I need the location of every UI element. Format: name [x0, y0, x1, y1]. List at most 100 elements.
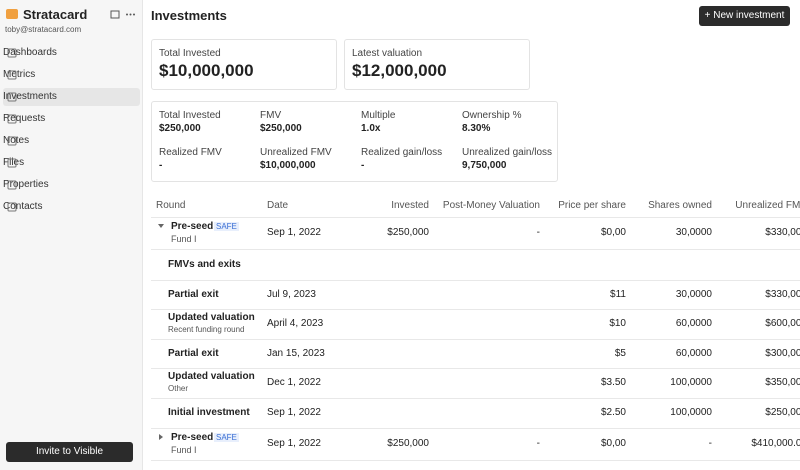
row-shares: 100,0000	[670, 407, 712, 418]
brand-tools[interactable]	[110, 10, 136, 19]
nav-icon	[7, 202, 17, 212]
nav-item[interactable]: Properties	[3, 176, 140, 194]
nav-label: Investments	[3, 91, 57, 102]
row-fmv: $250,000	[765, 407, 800, 418]
row-invested: $250,000	[387, 438, 429, 449]
summary-label: Total Invested	[159, 48, 221, 59]
row-divider	[151, 249, 800, 250]
summary-card	[344, 39, 530, 90]
column-header: Date	[267, 200, 289, 211]
row-fmv: $600,000	[765, 318, 800, 329]
nav-label: Requests	[3, 113, 46, 124]
row-price: $3.50	[600, 377, 626, 388]
summary-label: Latest valuation	[352, 48, 423, 59]
nav-label: Dashboards	[3, 47, 57, 58]
row-shares: 60,0000	[675, 347, 712, 359]
page-title: Investments	[151, 8, 227, 23]
nav-label: Metrics	[3, 69, 36, 80]
row-divider	[151, 339, 800, 340]
detail-label: Total Invested	[159, 110, 221, 121]
detail-value: $250,000	[260, 123, 302, 134]
row-name: Initial investment	[168, 407, 250, 418]
column-header: Unrealized FMV	[735, 200, 800, 211]
detail-value: 1.0x	[361, 123, 381, 134]
row-date: Sep 1, 2022	[267, 227, 321, 238]
row-divider	[151, 280, 800, 281]
column-header: Round	[156, 200, 186, 211]
row-date: Jul 9, 2023	[267, 288, 316, 300]
row-sub: Other	[168, 384, 189, 393]
email: toby@stratacard.com	[5, 25, 82, 34]
summary-card	[151, 39, 337, 90]
brand: Stratacard	[23, 7, 88, 22]
nav-item[interactable]: Contacts	[3, 198, 140, 216]
section-title: FMVs and exits	[168, 258, 241, 270]
column-header: Post-Money Valuation	[442, 200, 540, 211]
nav-item[interactable]: Notes	[3, 132, 140, 150]
summary-value: $12,000,000	[352, 61, 447, 80]
row-divider	[151, 368, 800, 369]
row-price: $2.50	[600, 407, 626, 418]
row-shares: 30,0000	[675, 288, 712, 300]
row-sub: Fund I	[171, 445, 197, 455]
detail-value: $250,000	[159, 123, 201, 134]
nav-icon	[7, 92, 17, 102]
expand-toggle[interactable]	[157, 433, 165, 443]
detail-label: Unrealized gain/loss	[462, 147, 553, 158]
detail-label: Realized FMV	[159, 147, 222, 158]
row-name: Partial exit	[168, 288, 219, 300]
detail-label: FMV	[260, 110, 282, 121]
detail-value: 8.30%	[462, 123, 491, 134]
nav-icon	[7, 70, 17, 80]
expand-toggle[interactable]	[157, 222, 165, 232]
row-shares: 30,0000	[675, 227, 712, 238]
nav-item[interactable]: Dashboards	[3, 44, 140, 62]
nav-label: Properties	[3, 179, 49, 190]
row-fmv: $410,000.00	[751, 438, 800, 449]
nav-item[interactable]: Investments	[3, 88, 140, 106]
row-divider	[151, 398, 800, 399]
detail-value: 9,750,000	[462, 160, 507, 171]
row-divider	[151, 309, 800, 310]
nav-icon	[7, 180, 17, 190]
invite-button[interactable]: Invite to Visible	[6, 442, 133, 462]
details-card	[151, 101, 558, 182]
row-fmv: $350,000	[765, 377, 800, 388]
column-header: Shares owned	[648, 200, 712, 211]
nav-icon	[7, 114, 17, 124]
nav-icon	[7, 158, 17, 168]
column-header: Price per share	[558, 200, 626, 211]
nav-item[interactable]: Requests	[3, 110, 140, 128]
row-tag: SAFE	[214, 433, 239, 442]
summary-value: $10,000,000	[159, 61, 254, 80]
row-name: Updated valuation	[168, 312, 255, 323]
detail-value: -	[159, 160, 163, 171]
row-post-money: -	[536, 227, 540, 238]
row-shares: 60,0000	[675, 318, 712, 329]
row-name: Updated valuation	[168, 371, 255, 382]
nav-item[interactable]: Metrics	[3, 66, 140, 84]
row-price: $0,00	[600, 227, 626, 238]
detail-label: Ownership %	[462, 110, 522, 121]
row-date: Sep 1, 2022	[267, 407, 321, 418]
column-header: Invested	[391, 200, 429, 211]
row-divider	[151, 460, 800, 461]
row-name: Pre-seed	[171, 221, 214, 232]
detail-value: -	[361, 160, 365, 171]
nav-icon	[7, 136, 17, 146]
nav-icon	[7, 48, 17, 58]
row-price: $10	[609, 318, 626, 329]
row-divider	[151, 217, 800, 218]
row-date: Sep 1, 2022	[267, 438, 321, 449]
sidebar: Stratacard toby@stratacard.com Dashboard…	[0, 0, 143, 470]
row-post-money: -	[536, 438, 540, 449]
nav-item[interactable]: Files	[3, 154, 140, 172]
new-investment-button[interactable]: + New investment	[699, 6, 790, 26]
row-fmv: $330,000	[765, 227, 800, 238]
row-sub: Fund I	[171, 234, 197, 244]
row-fmv: $330,000	[765, 288, 800, 300]
detail-label: Unrealized FMV	[260, 147, 332, 158]
row-name: Partial exit	[168, 347, 219, 359]
detail-label: Realized gain/loss	[361, 147, 443, 158]
